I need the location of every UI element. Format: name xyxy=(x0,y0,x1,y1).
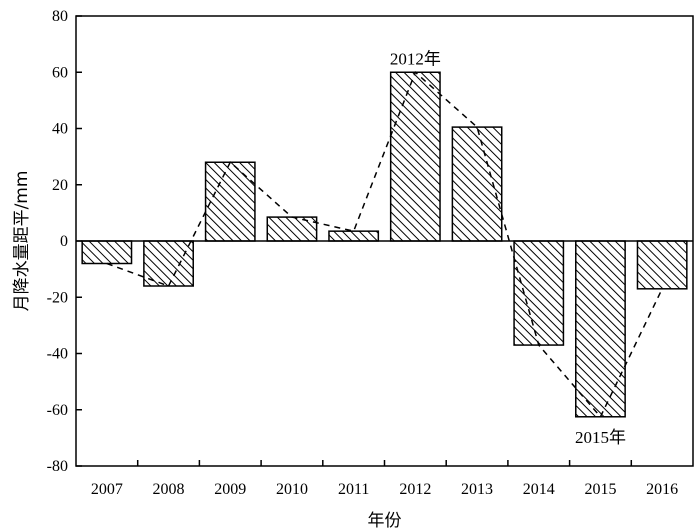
x-tick-label: 2014 xyxy=(523,481,555,498)
y-tick-label: 20 xyxy=(52,177,68,194)
bar-2008 xyxy=(143,240,194,287)
x-tick-label: 2008 xyxy=(153,481,185,498)
x-tick-label: 2009 xyxy=(214,481,246,498)
x-tick-label: 2012 xyxy=(399,481,431,498)
y-tick-label: -60 xyxy=(47,402,68,419)
trend-line-group xyxy=(106,70,663,419)
y-tick-label: 40 xyxy=(52,121,68,138)
bar-2014 xyxy=(513,240,565,346)
x-axis: 2007 2008 2009 2010 2011 2012 2013 2014 2015 2016 xyxy=(91,460,678,498)
y-tick-label: -80 xyxy=(47,458,68,475)
bar-2007 xyxy=(81,240,133,265)
trend-line xyxy=(106,70,663,419)
annotation: 2012年 xyxy=(390,49,441,68)
bars-group xyxy=(81,71,688,418)
bar-2013 xyxy=(451,126,503,242)
annotation: 2015年 xyxy=(575,428,626,447)
bar-2010 xyxy=(266,216,318,242)
y-tick-label: -40 xyxy=(47,346,68,363)
y-axis-title: 月降水量距平/mm xyxy=(12,171,32,312)
bar-2009 xyxy=(204,161,256,242)
y-tick-label: 0 xyxy=(60,233,68,250)
x-axis-title: 年份 xyxy=(368,511,402,531)
y-axis: 80 60 40 20 0 -20 -40 -60 -80 xyxy=(47,8,82,475)
x-tick-label: 2016 xyxy=(646,481,678,498)
x-tick-label: 2011 xyxy=(338,481,369,498)
annotations: 2012年 2015年 xyxy=(390,49,626,447)
y-tick-label: 60 xyxy=(52,64,68,81)
bar-2012 xyxy=(389,71,441,242)
x-tick-label: 2010 xyxy=(276,481,308,498)
x-tick-label: 2007 xyxy=(91,481,123,498)
y-tick-label: 80 xyxy=(52,8,68,25)
bar-2016 xyxy=(636,240,688,290)
x-tick-label: 2013 xyxy=(461,481,493,498)
y-tick-label: -20 xyxy=(47,289,68,306)
bar-2011 xyxy=(328,230,380,242)
x-tick-label: 2015 xyxy=(584,481,616,498)
bar-2015 xyxy=(575,240,626,418)
